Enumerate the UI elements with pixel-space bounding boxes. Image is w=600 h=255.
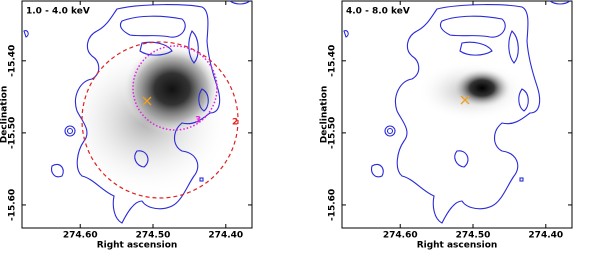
region-label: 2 (232, 118, 238, 128)
emission (452, 68, 512, 108)
x-tick-label: 274.40 (528, 231, 563, 241)
region-circle (132, 45, 218, 131)
y-axis-label: Declination (0, 86, 10, 144)
panel: 1.0 - 4.0 keV 274.60 274.50 274.40 -15.40 -15… (0, 0, 253, 251)
x-axis-label: Right ascension (97, 241, 178, 251)
y-axis-label: Declination (320, 86, 330, 144)
y-tick-label: -15.50 (328, 117, 338, 149)
x-tick-label: 274.60 (63, 231, 98, 241)
title-bg (343, 4, 409, 17)
panel-title: 4.0 - 8.0 keV (346, 7, 410, 17)
source-marker (142, 96, 152, 106)
y-tick-label: -15.40 (8, 45, 18, 77)
region-label: 3 (195, 116, 201, 126)
y-tick-label: -15.60 (328, 189, 338, 221)
panel-title: 1.0 - 4.0 keV (26, 7, 90, 17)
y-tick-label: -15.40 (328, 45, 338, 77)
y-tick-label: -15.60 (8, 189, 18, 221)
x-tick-label: 274.40 (208, 231, 243, 241)
panel: 4.0 - 8.0 keV 274.60 274.50 274.40 -15.40 -15… (320, 0, 573, 251)
x-axis-label: Right ascension (417, 241, 498, 251)
title-bg (23, 4, 89, 17)
y-tick-label: -15.50 (8, 117, 18, 149)
x-tick-label: 274.60 (383, 231, 418, 241)
emission (122, 44, 222, 134)
source-marker (460, 95, 470, 105)
region-circle (81, 41, 239, 199)
x-tick-label: 274.50 (456, 231, 491, 241)
x-tick-label: 274.50 (136, 231, 171, 241)
